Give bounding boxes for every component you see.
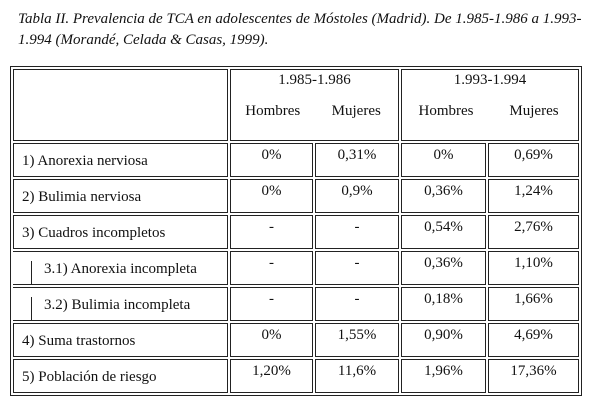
value-cell: 0,69% bbox=[488, 143, 579, 177]
value-cell: 0,90% bbox=[401, 323, 486, 357]
row-label: 3.2) Bulimia incompleta bbox=[31, 297, 227, 320]
value-cell: 2,76% bbox=[488, 215, 579, 249]
period-label: 1.985-1.986 bbox=[278, 72, 351, 88]
subheader-label: Hombres bbox=[245, 103, 301, 119]
row-label: 2) Bulimia nerviosa bbox=[13, 179, 228, 213]
table-row: 5) Población de riesgo 1,20% 11,6% 1,96% 17,… bbox=[13, 359, 579, 393]
value-cell: - bbox=[230, 251, 313, 285]
value-cell: - bbox=[315, 215, 399, 249]
table-row: 4) Suma trastornos 0% 1,55% 0,90% 4,69% bbox=[13, 323, 579, 357]
value-cell: 0,18% bbox=[401, 287, 486, 321]
value-cell: 0,36% bbox=[401, 179, 486, 213]
row-label: 5) Población de riesgo bbox=[13, 359, 228, 393]
value-cell: 11,6% bbox=[315, 359, 399, 393]
table-row: 3.2) Bulimia incompleta - -0,18% 1,66% bbox=[13, 287, 579, 321]
subheader-group: Hombres Mujeres bbox=[402, 103, 578, 120]
value-cell: - bbox=[315, 287, 399, 321]
table-row: 2) Bulimia nerviosa 0% 0,9% 0,36% 1,24% bbox=[13, 179, 579, 213]
value-cell: 0% bbox=[230, 323, 313, 357]
table-caption: Tabla II. Prevalencia de TCA en adolesce… bbox=[18, 11, 582, 48]
value-cell: 1,55% bbox=[315, 323, 399, 357]
corner-cell bbox=[13, 69, 228, 141]
value-cell: 0,31% bbox=[315, 143, 399, 177]
header-row: 1.985-1.986 Hombres Mujeres 1.993-1.994 Homb… bbox=[13, 69, 579, 141]
table-row: 3.1) Anorexia incompleta - -0,36% 1,10% bbox=[13, 251, 579, 285]
period-cell: 1.993-1.994 Hombres Mujeres bbox=[401, 69, 579, 141]
value-cell: - bbox=[230, 287, 313, 321]
value-cell: 1,96% bbox=[401, 359, 486, 393]
row-label: 1) Anorexia nerviosa bbox=[13, 143, 228, 177]
row-label: 4) Suma trastornos bbox=[13, 323, 228, 357]
subheader-label: Hombres bbox=[418, 103, 474, 119]
table-row: 1) Anorexia nerviosa 0% 0,31% 0% 0,69% bbox=[13, 143, 579, 177]
row-label-cell: 3.2) Bulimia incompleta bbox=[13, 287, 228, 321]
period-cell: 1.985-1.986 Hombres Mujeres bbox=[230, 69, 399, 141]
value-cell: 1,20% bbox=[230, 359, 313, 393]
subheader-group: Hombres Mujeres bbox=[231, 103, 398, 120]
period-label: 1.993-1.994 bbox=[453, 72, 527, 88]
value-cell: 0,36% bbox=[401, 251, 486, 285]
value-cell: 0% bbox=[401, 143, 486, 177]
row-label: 3) Cuadros incompletos bbox=[13, 215, 228, 249]
subheader-label: Mujeres bbox=[331, 103, 381, 119]
value-cell: - bbox=[315, 251, 399, 285]
value-cell: - bbox=[230, 215, 313, 249]
value-cell: 0,9% bbox=[315, 179, 399, 213]
value-cell: 1,66% bbox=[488, 287, 579, 321]
value-cell: 0,54% bbox=[401, 215, 486, 249]
data-table: 1.985-1.986 Hombres Mujeres 1.993-1.994 Homb… bbox=[10, 66, 582, 396]
value-cell: 1,10% bbox=[488, 251, 579, 285]
row-label: 3.1) Anorexia incompleta bbox=[31, 261, 227, 284]
row-label-cell: 3.1) Anorexia incompleta bbox=[13, 251, 228, 285]
value-cell: 0% bbox=[230, 179, 313, 213]
subheader-label: Mujeres bbox=[509, 103, 559, 119]
table-row: 3) Cuadros incompletos - -0,54% 2,76% bbox=[13, 215, 579, 249]
value-cell: 0% bbox=[230, 143, 313, 177]
value-cell: 1,24% bbox=[488, 179, 579, 213]
value-cell: 17,36% bbox=[488, 359, 579, 393]
value-cell: 4,69% bbox=[488, 323, 579, 357]
